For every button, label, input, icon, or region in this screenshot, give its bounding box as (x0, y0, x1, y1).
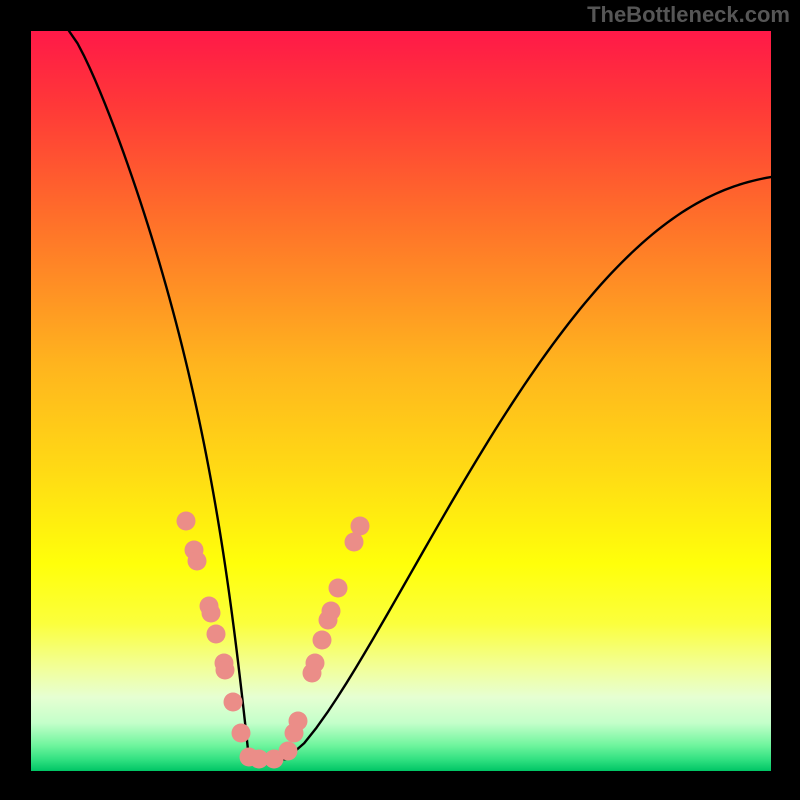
plot-svg (31, 31, 771, 771)
marker-right (329, 579, 348, 598)
marker-right (322, 602, 341, 621)
marker-left (224, 693, 243, 712)
marker-left (202, 604, 221, 623)
marker-left (177, 512, 196, 531)
watermark-text: TheBottleneck.com (587, 2, 790, 28)
marker-right (306, 654, 325, 673)
gradient-background (31, 31, 771, 771)
marker-right (289, 712, 308, 731)
marker-left (207, 625, 226, 644)
marker-right (351, 517, 370, 536)
marker-right (313, 631, 332, 650)
marker-right (279, 742, 298, 761)
marker-left (188, 552, 207, 571)
chart-frame: TheBottleneck.com (0, 0, 800, 800)
marker-left (216, 661, 235, 680)
plot-area (31, 31, 771, 771)
marker-left (232, 724, 251, 743)
